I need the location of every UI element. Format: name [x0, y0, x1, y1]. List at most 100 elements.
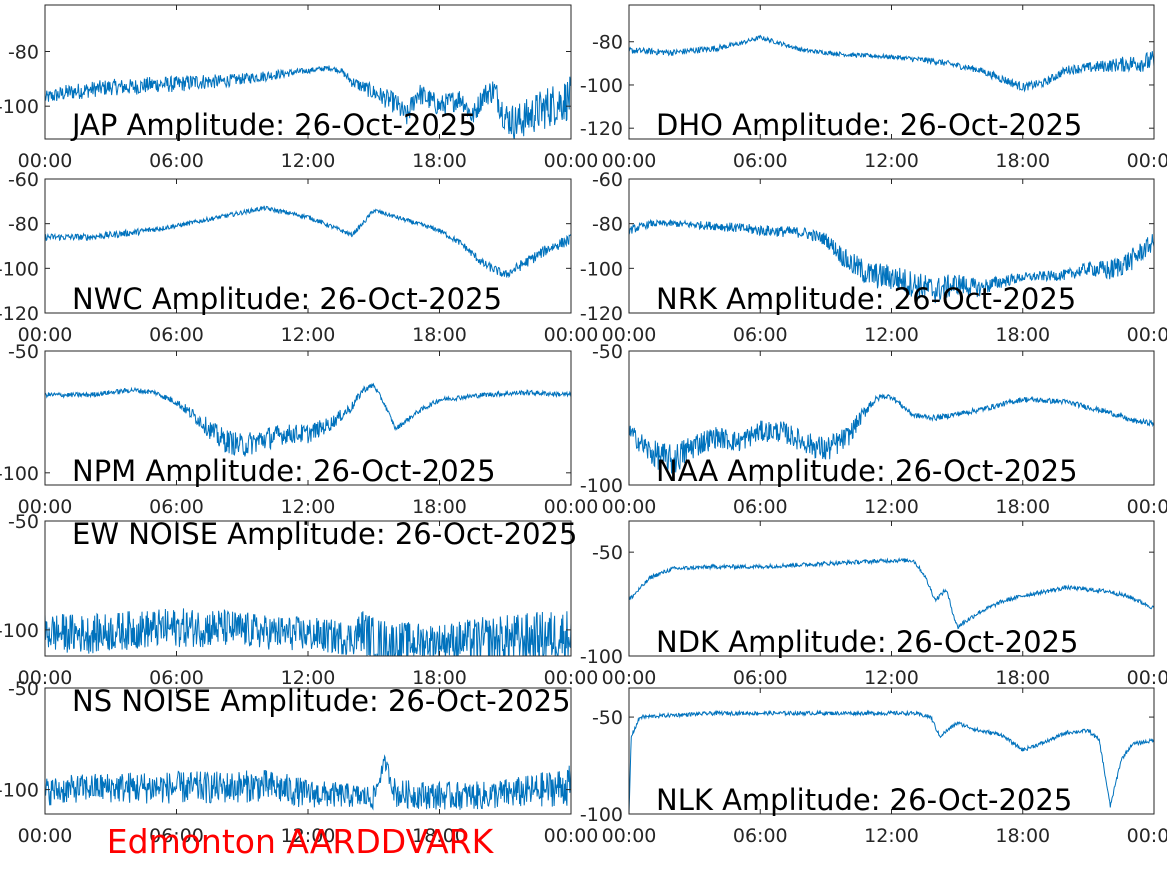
y-tick-label: -100 — [0, 463, 39, 485]
x-tick-label: 18:00 — [995, 825, 1050, 847]
chart-title-nrk: NRK Amplitude: 26-Oct-2025 — [656, 282, 1076, 316]
x-tick-label: 18:00 — [995, 667, 1050, 689]
x-tick-label: 00:00 — [18, 324, 73, 346]
trace-nwc — [45, 205, 571, 279]
x-tick-label: 06:00 — [733, 150, 788, 172]
x-tick-label: 12:00 — [864, 496, 919, 518]
x-tick-label: 18:00 — [412, 150, 467, 172]
panel-dho: -80 -100 -120 00:00 06:00 12:00 18:00 00:00 DHO … — [580, 4, 1167, 172]
y-tick-label: -50 — [592, 542, 623, 564]
x-tick-label: 06:00 — [149, 324, 204, 346]
chart-title-ew-noise: EW NOISE Amplitude: 26-Oct-2025 — [72, 517, 577, 551]
chart-title-ns-noise: NS NOISE Amplitude: 26-Oct-2025 — [72, 684, 571, 718]
y-tick-label: -100 — [0, 258, 39, 280]
panel-jap: -80 -100 00:00 06:00 12:00 18:00 00:00 JAP Ampl… — [0, 4, 599, 172]
y-tick-label: -120 — [580, 118, 623, 140]
x-tick-label: 06:00 — [733, 825, 788, 847]
x-tick-label: 18:00 — [995, 496, 1050, 518]
y-tick-label: -100 — [580, 646, 623, 668]
x-tick-label: 00:00 — [544, 324, 599, 346]
x-tick-label: 00:00 — [1127, 667, 1167, 689]
y-tick-label: -100 — [0, 620, 39, 642]
x-tick-label: 06:00 — [149, 667, 204, 689]
x-tick-label: 12:00 — [281, 150, 336, 172]
y-tick-label: -50 — [592, 707, 623, 729]
x-tick-label: 12:00 — [864, 825, 919, 847]
trace-naa — [629, 393, 1154, 474]
x-tick-label: 12:00 — [281, 825, 336, 847]
trace-dho — [629, 34, 1154, 93]
x-tick-label: 00:00 — [602, 496, 657, 518]
y-tick-label: -100 — [580, 75, 623, 97]
x-tick-label: 12:00 — [281, 667, 336, 689]
x-tick-label: 18:00 — [412, 496, 467, 518]
x-tick-label: 06:00 — [149, 150, 204, 172]
chart-title-naa: NAA Amplitude: 26-Oct-2025 — [656, 454, 1078, 488]
x-tick-label: 18:00 — [995, 150, 1050, 172]
x-tick-label: 00:00 — [18, 150, 73, 172]
trace-ns-noise — [45, 754, 571, 811]
x-tick-label: 00:00 — [602, 324, 657, 346]
x-tick-label: 00:00 — [1127, 825, 1167, 847]
x-tick-label: 06:00 — [149, 825, 204, 847]
y-tick-label: -60 — [8, 169, 39, 191]
trace-ndk — [629, 557, 1154, 630]
x-tick-label: 06:00 — [733, 324, 788, 346]
y-tick-label: -100 — [0, 780, 39, 802]
x-tick-label: 00:00 — [602, 667, 657, 689]
x-tick-label: 18:00 — [412, 667, 467, 689]
x-tick-label: 00:00 — [1127, 150, 1167, 172]
x-tick-label: 00:00 — [544, 667, 599, 689]
x-tick-label: 00:00 — [18, 496, 73, 518]
x-tick-label: 00:00 — [544, 825, 599, 847]
x-tick-label: 00:00 — [1127, 496, 1167, 518]
x-tick-label: 00:00 — [602, 825, 657, 847]
y-tick-label: -50 — [8, 678, 39, 700]
x-tick-label: 18:00 — [412, 324, 467, 346]
y-tick-label: -100 — [580, 475, 623, 497]
chart-title-nwc: NWC Amplitude: 26-Oct-2025 — [72, 282, 502, 316]
trace-nlk — [629, 709, 1154, 814]
y-tick-label: -80 — [592, 32, 623, 54]
y-tick-label: -60 — [592, 169, 623, 191]
x-tick-label: 12:00 — [281, 496, 336, 518]
x-tick-label: 12:00 — [281, 324, 336, 346]
footer-label: Edmonton AARDDVARK — [107, 822, 495, 861]
x-tick-label: 00:00 — [18, 667, 73, 689]
x-tick-label: 18:00 — [412, 825, 467, 847]
x-tick-label: 00:00 — [602, 150, 657, 172]
chart-title-npm: NPM Amplitude: 26-Oct-2025 — [72, 454, 496, 488]
panel-npm: -50 -100 00:00 06:00 12:00 18:00 00:00 NPM Ampl… — [0, 341, 598, 518]
x-tick-label: 18:00 — [995, 324, 1050, 346]
y-tick-label: -100 — [0, 96, 39, 118]
trace-npm — [45, 382, 571, 457]
trace-nrk — [629, 218, 1154, 304]
y-tick-label: -80 — [8, 214, 39, 236]
trace-ew-noise — [45, 608, 571, 656]
y-tick-label: -50 — [8, 341, 39, 363]
trace-jap — [45, 65, 571, 139]
chart-title-dho: DHO Amplitude: 26-Oct-2025 — [656, 108, 1082, 142]
x-tick-label: 12:00 — [864, 667, 919, 689]
y-tick-label: -120 — [580, 303, 623, 325]
y-tick-label: -120 — [0, 303, 39, 325]
x-tick-label: 12:00 — [864, 150, 919, 172]
chart-title-nlk: NLK Amplitude: 26-Oct-2025 — [656, 783, 1072, 817]
chart-title-jap: JAP Amplitude: 26-Oct-2025 — [70, 108, 477, 142]
x-tick-label: 06:00 — [733, 667, 788, 689]
y-tick-label: -50 — [592, 341, 623, 363]
y-tick-label: -80 — [592, 214, 623, 236]
y-tick-label: -100 — [580, 258, 623, 280]
x-tick-label: 12:00 — [864, 324, 919, 346]
x-tick-label: 00:00 — [544, 150, 599, 172]
x-tick-label: 00:00 — [544, 496, 599, 518]
y-tick-label: -50 — [8, 511, 39, 533]
y-tick-label: -100 — [580, 804, 623, 826]
panel-ew-noise: -50 -100 00:00 06:00 12:00 18:00 00:00 EW NOISE… — [0, 511, 598, 689]
x-tick-label: 00:00 — [1127, 324, 1167, 346]
y-tick-label: -80 — [8, 41, 39, 63]
